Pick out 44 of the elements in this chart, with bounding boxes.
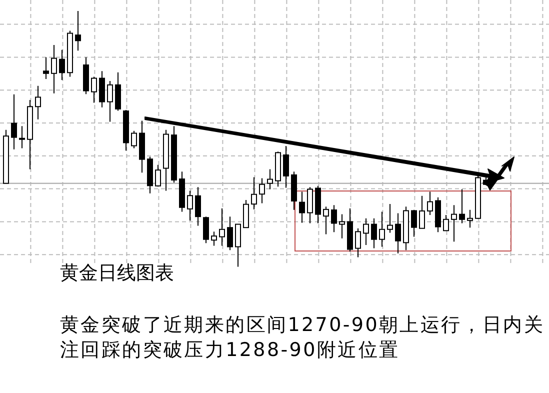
candlestick — [371, 218, 377, 249]
candlestick — [187, 190, 193, 222]
candlestick — [387, 204, 393, 234]
candlestick — [227, 216, 233, 251]
candlestick — [155, 164, 161, 188]
candlestick — [299, 191, 305, 224]
candlestick — [59, 49, 65, 81]
annotation: 黄金日线图表 — [60, 261, 174, 286]
candlestick — [419, 195, 425, 229]
candlestick — [459, 188, 465, 224]
candlestick — [51, 44, 57, 94]
candlestick — [107, 80, 113, 122]
candlestick — [411, 209, 417, 238]
candlestick — [427, 191, 433, 216]
candlestick — [323, 206, 329, 235]
candlestick — [43, 56, 49, 80]
candlestick — [379, 211, 385, 248]
candlestick — [203, 216, 209, 244]
candlestick — [331, 204, 337, 233]
candlestick — [235, 224, 241, 268]
candlestick — [243, 199, 249, 228]
candlestick — [307, 186, 313, 224]
candlestick — [91, 76, 97, 104]
candlestick — [451, 204, 457, 242]
candlestick — [19, 126, 25, 149]
text: 黄金突破了近期来的区间1270-90朝上运行，日内关注回踩的突破压力1288-90附近位置 — [60, 313, 546, 363]
candlestick — [251, 176, 257, 210]
candlestick — [355, 228, 361, 258]
candlestick — [11, 94, 17, 150]
candlestick — [35, 85, 41, 120]
candlestick — [75, 10, 81, 52]
candlestick — [395, 212, 401, 254]
candlestick — [443, 214, 449, 232]
candlestick — [211, 231, 217, 246]
candlestick — [131, 130, 137, 149]
candlestick — [363, 218, 369, 246]
candlestick — [467, 209, 473, 228]
candlestick — [283, 146, 289, 188]
candlestick — [267, 168, 273, 190]
candlestick — [259, 178, 265, 204]
candlestick — [219, 208, 225, 246]
candlestick — [339, 214, 345, 239]
candlestick — [195, 186, 201, 226]
candlestick — [99, 70, 105, 108]
